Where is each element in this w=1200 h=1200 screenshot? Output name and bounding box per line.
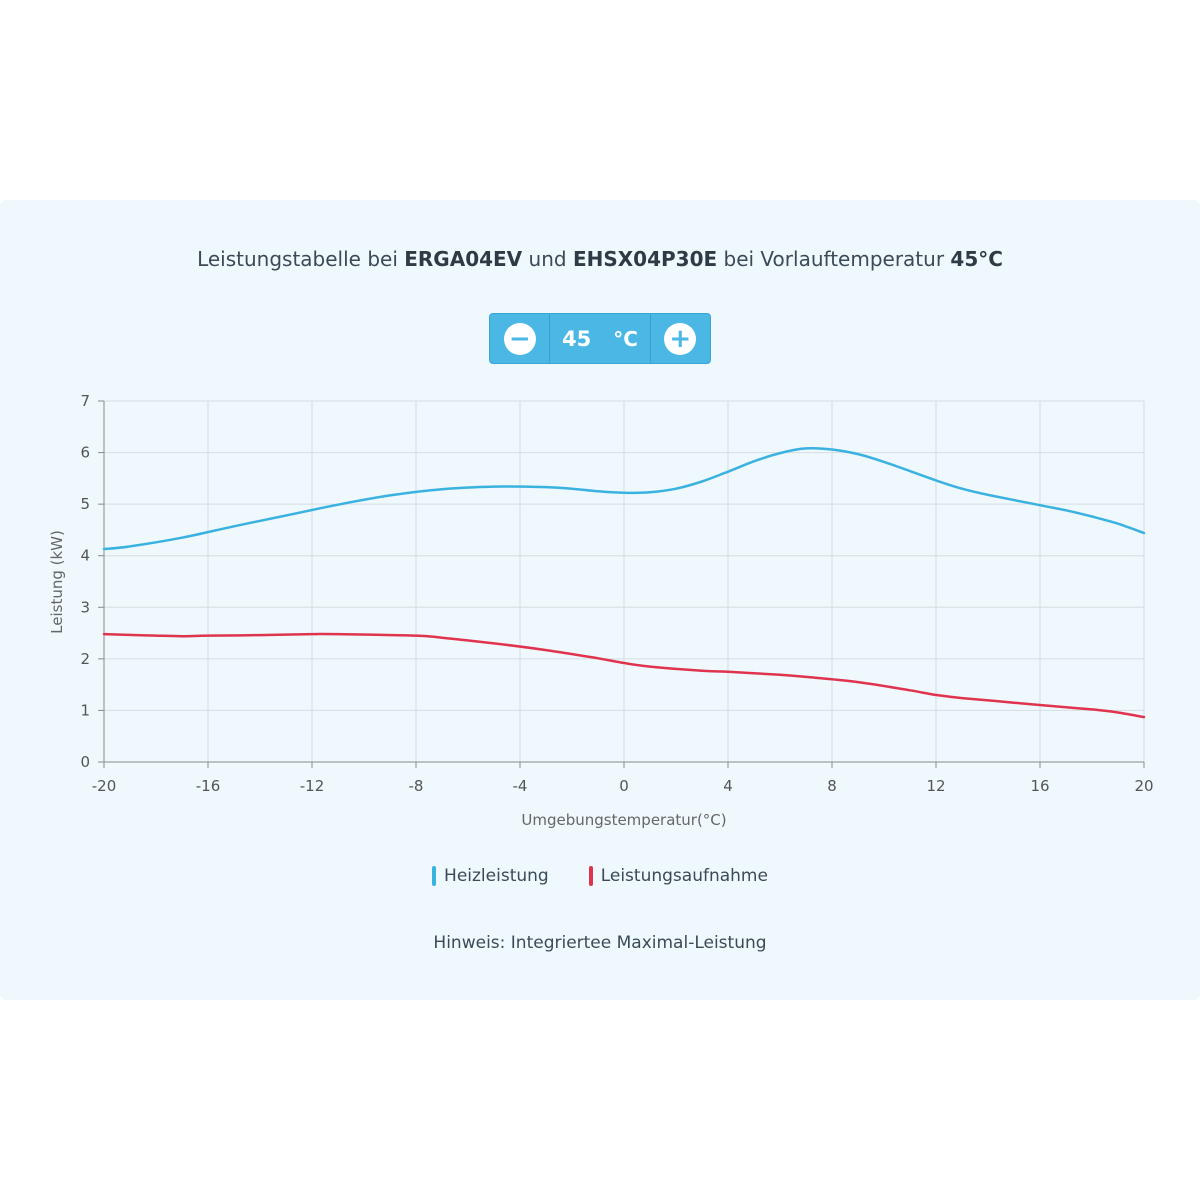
x-tick-label: 4 bbox=[723, 777, 733, 795]
chart-legend: Heizleistung Leistungsaufnahme bbox=[0, 866, 1200, 886]
series-line-leistungsaufnahme bbox=[102, 632, 1146, 719]
plus-icon: + bbox=[664, 322, 697, 355]
chart-grid bbox=[103, 400, 1145, 763]
x-tick-label: 12 bbox=[926, 777, 945, 795]
y-tick-label: 0 bbox=[80, 753, 90, 771]
series-line-heizleistung bbox=[102, 446, 1146, 551]
chart-axes bbox=[98, 400, 1145, 768]
x-tick-label: -16 bbox=[196, 777, 221, 795]
x-tick-label: 0 bbox=[619, 777, 629, 795]
minus-icon: − bbox=[503, 322, 536, 355]
increase-button[interactable]: + bbox=[651, 314, 710, 363]
x-tick-label: -8 bbox=[409, 777, 424, 795]
x-tick-label: 8 bbox=[827, 777, 837, 795]
decrease-button[interactable]: − bbox=[490, 314, 549, 363]
temperature-stepper: − 45 °C + bbox=[489, 313, 711, 364]
y-tick-label: 4 bbox=[80, 547, 90, 565]
y-tick-label: 3 bbox=[80, 598, 90, 616]
temperature-value-display: 45 °C bbox=[549, 314, 651, 363]
legend-item-leistungsaufnahme[interactable]: Leistungsaufnahme bbox=[588, 866, 768, 886]
footnote: Hinweis: Integriertee Maximal-Leistung bbox=[433, 933, 767, 953]
legend-label: Heizleistung bbox=[444, 866, 549, 886]
legend-swatch bbox=[588, 866, 593, 886]
x-tick-label: -4 bbox=[513, 777, 528, 795]
x-tick-label: -20 bbox=[92, 777, 117, 795]
legend-item-heizleistung[interactable]: Heizleistung bbox=[432, 866, 549, 886]
y-tick-label: 2 bbox=[80, 650, 90, 668]
flow-temperature: 45°C bbox=[950, 247, 1003, 271]
model-name-outdoor: ERGA04EV bbox=[404, 247, 523, 271]
x-tick-label: -12 bbox=[300, 777, 325, 795]
page-title: Leistungstabelle bei ERGA04EV und EHSX04… bbox=[197, 247, 1003, 271]
y-tick-label: 7 bbox=[80, 392, 90, 410]
x-axis-label: Umgebungstemperatur(°C) bbox=[521, 811, 726, 829]
y-tick-label: 1 bbox=[80, 701, 90, 719]
model-name-indoor: EHSX04P30E bbox=[572, 247, 718, 271]
legend-swatch bbox=[432, 866, 437, 886]
y-tick-label: 5 bbox=[80, 495, 90, 513]
temperature-value: 45 bbox=[562, 326, 592, 351]
legend-label: Leistungsaufnahme bbox=[600, 866, 768, 886]
chart-series bbox=[102, 446, 1146, 719]
x-tick-label: 20 bbox=[1134, 777, 1153, 795]
temperature-unit: °C bbox=[613, 326, 638, 351]
x-tick-label: 16 bbox=[1030, 777, 1049, 795]
y-tick-label: 6 bbox=[80, 444, 90, 462]
y-axis-label: Leistung (kW) bbox=[48, 530, 66, 634]
